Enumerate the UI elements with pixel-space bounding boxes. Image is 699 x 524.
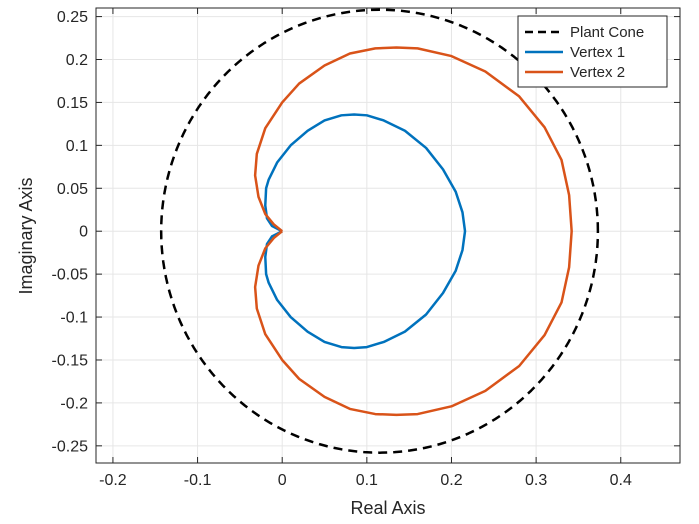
vertex-2-curve xyxy=(253,46,573,417)
x-tick-label: 0.4 xyxy=(610,472,632,489)
x-tick-label: -0.1 xyxy=(184,472,212,489)
x-tick-label: 0.2 xyxy=(440,472,462,489)
legend-label-vertex-1: Vertex 1 xyxy=(570,44,625,61)
y-tick-label: -0.05 xyxy=(52,267,89,284)
y-tick-label: -0.25 xyxy=(52,438,89,455)
ticks xyxy=(96,8,680,463)
plant-cone-curve xyxy=(159,8,600,454)
y-axis-label: Imaginary Axis xyxy=(16,177,36,294)
vertex-1-curve xyxy=(264,113,467,350)
y-tick-label: -0.2 xyxy=(60,395,88,412)
y-tick-label: 0.15 xyxy=(57,95,88,112)
x-tick-label: 0.1 xyxy=(356,472,378,489)
x-tick-label: 0.3 xyxy=(525,472,547,489)
y-tick-label: 0.1 xyxy=(66,138,88,155)
plot-border xyxy=(95,7,681,464)
legend: Plant Cone Vertex 1 Vertex 2 xyxy=(517,15,668,88)
y-tick-label: 0 xyxy=(79,224,88,241)
y-tick-label: -0.1 xyxy=(60,310,88,327)
y-tick-label: -0.15 xyxy=(52,352,89,369)
x-axis-label: Real Axis xyxy=(350,498,425,518)
tick-labels: -0.2 -0.1 0 0.1 0.2 0.3 0.4 -0.25 -0.2 -0.15 -0.1 -… xyxy=(52,9,632,489)
grid xyxy=(96,8,680,463)
x-tick-label: -0.2 xyxy=(99,472,127,489)
y-tick-label: 0.05 xyxy=(57,181,88,198)
y-tick-label: 0.25 xyxy=(57,9,88,26)
x-tick-label: 0 xyxy=(278,472,287,489)
series-layer xyxy=(159,8,600,454)
legend-label-vertex-2: Vertex 2 xyxy=(570,64,625,81)
legend-label-plant-cone: Plant Cone xyxy=(570,24,644,41)
y-tick-label: 0.2 xyxy=(66,52,88,69)
